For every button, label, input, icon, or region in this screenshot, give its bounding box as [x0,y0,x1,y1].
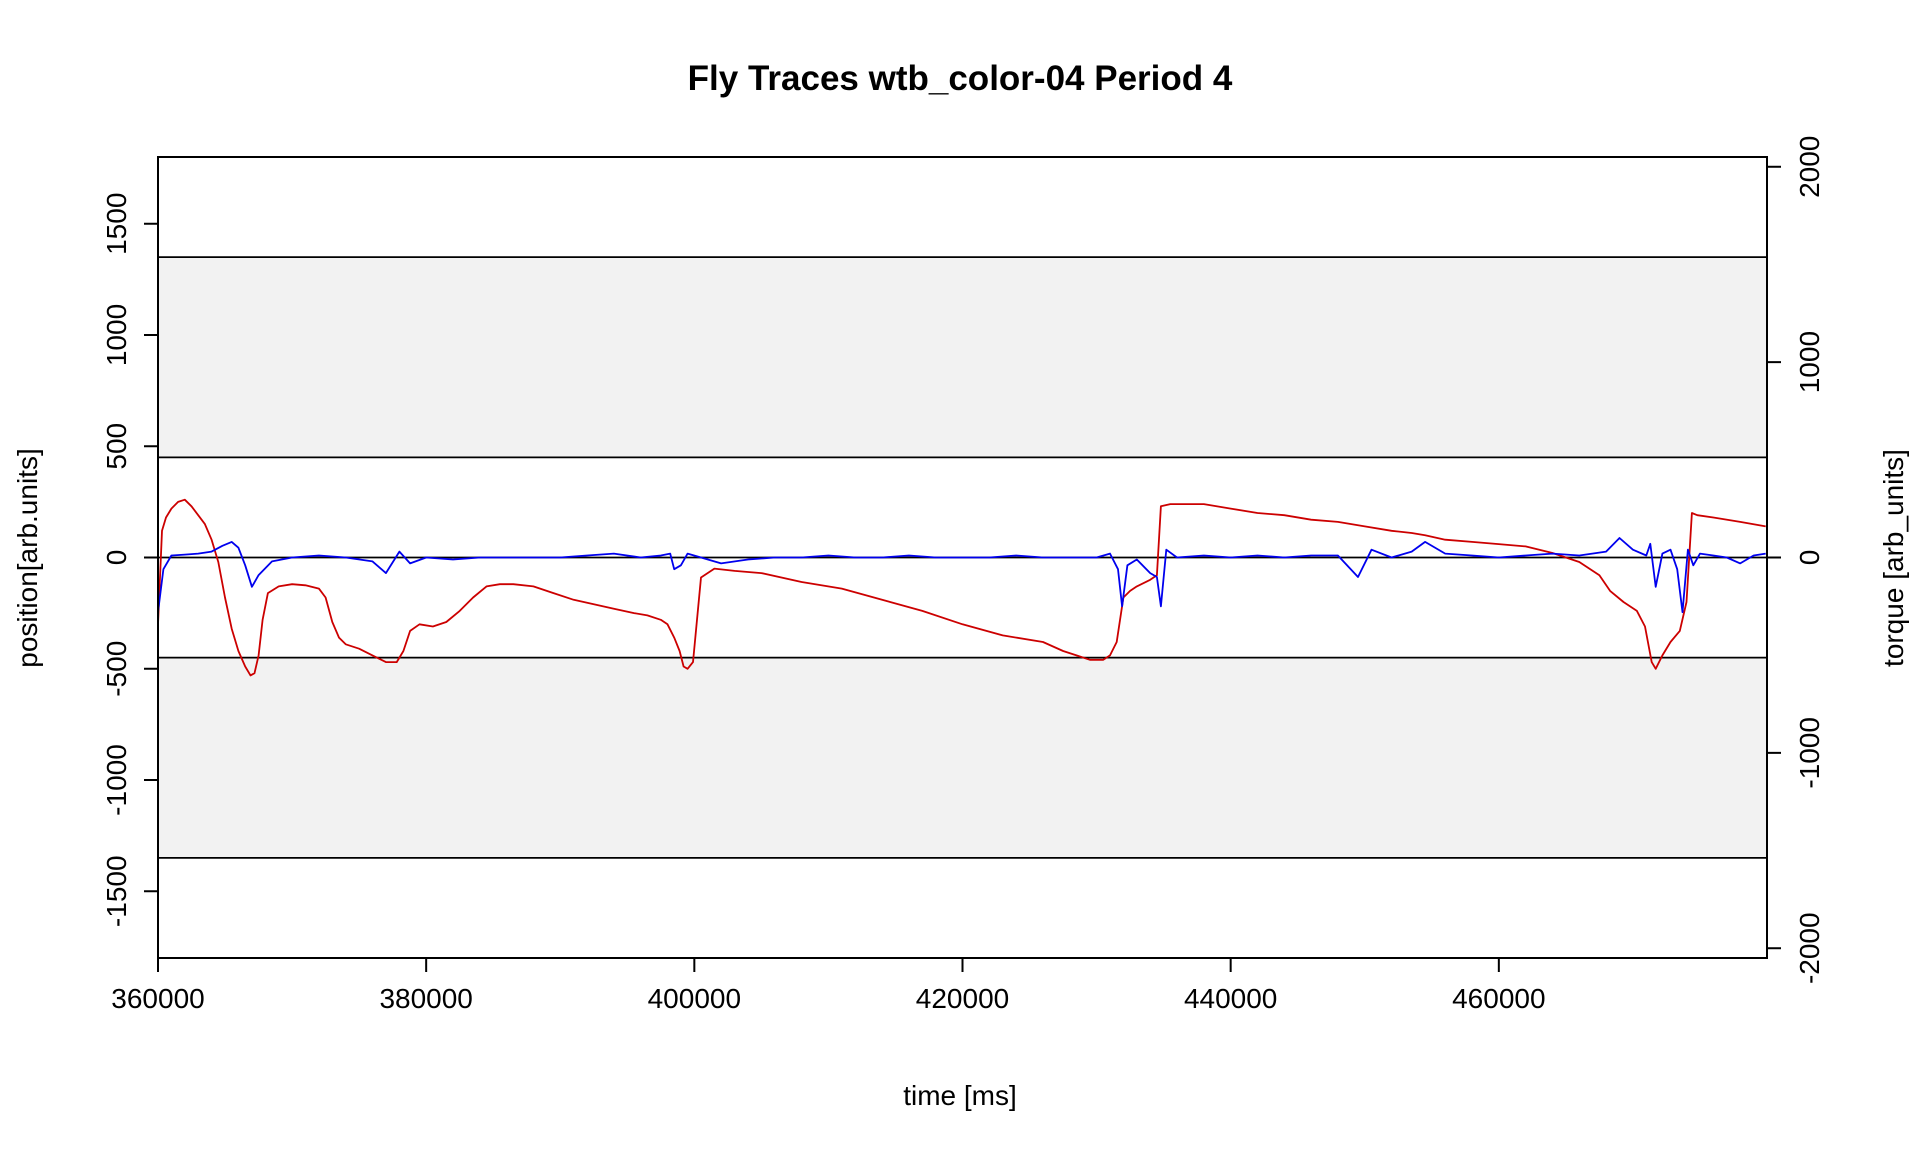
x-tick-label: 460000 [1452,983,1545,1014]
y-right-axis: -2000 -1000 0 1000 2000 [1766,136,1825,984]
y-left-tick-label: -500 [101,641,132,697]
y-left-tick-label: 500 [101,423,132,470]
x-tick-label: 400000 [648,983,741,1014]
x-tick-label: 420000 [916,983,1009,1014]
y-left-axis-label: position[arb.units] [12,448,43,667]
x-axis-label: time [ms] [903,1080,1017,1111]
y-left-tick-label: 1500 [101,193,132,255]
y-right-tick-label: 1000 [1794,331,1825,393]
series-line-0 [157,498,1766,677]
x-tick-label: 440000 [1184,983,1277,1014]
band-1 [158,657,1767,858]
chart-title: Fly Traces wtb_color-04 Period 4 [688,59,1233,98]
bands-layer [158,257,1767,858]
x-tick-label: 360000 [111,983,204,1014]
y-left-axis: -1500 -1000 -500 0 500 1000 1500 [101,193,159,927]
y-right-tick-label: 2000 [1794,136,1825,198]
y-left-tick-label: -1500 [101,855,132,927]
x-axis: 360000 380000 400000 420000 440000 460000 [111,957,1546,1014]
series-layer [157,498,1766,677]
y-left-tick-label: 1000 [101,304,132,366]
y-right-tick-label: -2000 [1794,912,1825,984]
y-right-tick-label: 0 [1794,550,1825,566]
y-left-tick-label: 0 [101,550,132,566]
series-line-1 [157,537,1766,614]
y-right-tick-label: -1000 [1794,717,1825,789]
y-right-axis-label: torque [arb_units] [1878,449,1909,667]
y-left-tick-label: -1000 [101,744,132,816]
x-tick-label: 380000 [379,983,472,1014]
band-0 [158,257,1767,458]
